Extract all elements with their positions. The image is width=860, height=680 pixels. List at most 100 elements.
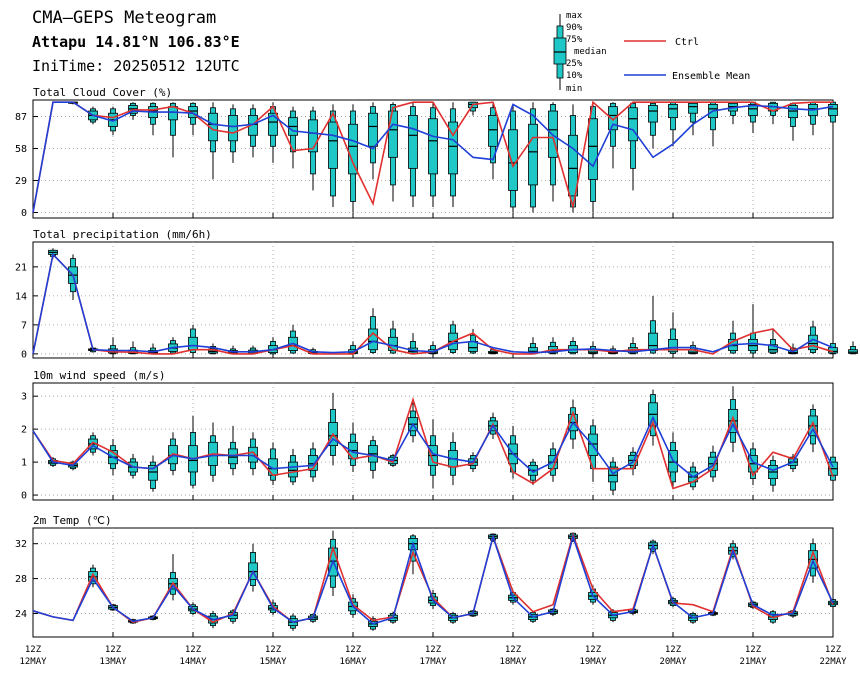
x-tick-label-hour: 12Z: [25, 645, 42, 655]
x-tick-label-hour: 12Z: [425, 645, 442, 655]
box-p25-p75: [368, 112, 378, 147]
ensemble-mean-series-line: [32, 101, 834, 213]
x-tick-label-hour: 12Z: [825, 645, 842, 655]
ctrl-series-line: [32, 100, 833, 213]
meteogram-title: CMA—GEPS Meteogram: [32, 8, 217, 28]
legend-box-label: max: [566, 11, 583, 21]
ensemble-mean-series-line: [32, 415, 834, 478]
init-time-label: IniTime: 20250512 12UTC: [32, 57, 240, 75]
box-p25-p75: [348, 123, 358, 175]
legend-box-label: median: [574, 47, 607, 57]
legend-box-label: 25%: [566, 59, 583, 69]
box-p25-p75: [388, 336, 398, 351]
box-p25-p75: [628, 107, 638, 142]
box-p25-p75: [168, 106, 178, 121]
y-tick-label: 0: [21, 491, 27, 502]
x-tick-label-date: 18MAY: [499, 657, 527, 667]
y-tick-label: 21: [15, 262, 27, 273]
ensemble-mean-series-line: [32, 252, 834, 355]
legend-ctrl-label: Ctrl: [675, 37, 699, 48]
y-tick-label: 58: [15, 144, 27, 155]
ctrl-series-line: [32, 532, 834, 624]
y-tick-label: 7: [21, 320, 27, 331]
y-tick-label: 0: [21, 349, 27, 360]
location-label: Attapu 14.81°N 106.83°E: [32, 33, 240, 51]
x-tick-label-date: 20MAY: [659, 657, 687, 667]
legend-box-label: 10%: [566, 71, 583, 81]
box-p25-p75: [688, 102, 698, 114]
x-tick-label-date: 16MAY: [339, 657, 367, 667]
box-p25-p75: [768, 344, 778, 353]
box-p25-p75: [568, 134, 578, 197]
box-p25-p75: [448, 121, 458, 175]
x-tick-label-hour: 12Z: [745, 645, 762, 655]
box-p25-p75: [268, 112, 278, 136]
panel-title: 2m Temp (℃): [33, 514, 112, 527]
legend-mean-label: Ensemble Mean: [672, 71, 750, 82]
box-p25-p75: [328, 121, 338, 169]
x-tick-label-hour: 12Z: [665, 645, 682, 655]
box-p25-p75: [368, 328, 378, 351]
box-p25-p75: [408, 115, 418, 169]
legend-box-p25-p75: [553, 37, 567, 65]
x-tick-label-hour: 12Z: [345, 645, 362, 655]
box-p25-p75: [308, 119, 318, 153]
box-p25-p75: [308, 455, 318, 471]
box-p25-p75: [188, 336, 198, 351]
x-tick-label-date: 17MAY: [419, 657, 447, 667]
x-tick-label-hour: 12Z: [105, 645, 122, 655]
y-tick-label: 0: [21, 208, 27, 219]
x-tick-label-hour: 12Z: [505, 645, 522, 655]
y-tick-label: 2: [21, 425, 27, 436]
y-tick-label: 3: [21, 392, 27, 403]
box-p25-p75: [508, 129, 518, 191]
box-p25-p75: [288, 461, 298, 478]
box-p25-p75: [648, 332, 658, 351]
y-tick-label: 32: [15, 539, 27, 550]
box-p25-p75: [828, 104, 838, 116]
y-tick-label: 87: [15, 112, 27, 123]
ctrl-series-line: [32, 396, 834, 490]
box-p25-p75: [228, 115, 238, 142]
box-p25-p75: [848, 349, 858, 354]
x-tick-label-date: 14MAY: [179, 657, 207, 667]
y-tick-label: 1: [21, 458, 27, 469]
box-p25-p75: [608, 106, 618, 131]
panel-title: Total Cloud Cover (%): [33, 86, 172, 99]
x-tick-label-date: 21MAY: [739, 657, 767, 667]
panel-title: Total precipitation (mm/6h): [33, 228, 212, 241]
ensemble-mean-series-line: [32, 533, 834, 625]
box-p25-p75: [528, 123, 538, 186]
box-p25-p75: [488, 115, 498, 147]
box-p25-p75: [668, 104, 678, 119]
box-p25-p75: [228, 448, 238, 465]
y-tick-label: 28: [15, 574, 27, 585]
box-p25-p75: [428, 118, 438, 175]
box-p25-p75: [648, 105, 658, 123]
y-tick-label: 29: [15, 176, 27, 187]
y-tick-label: 24: [15, 609, 27, 620]
box-p25-p75: [668, 338, 678, 353]
panel-title: 10m wind speed (m/s): [33, 369, 165, 382]
x-tick-label-date: 15MAY: [259, 657, 287, 667]
y-tick-label: 14: [15, 291, 27, 302]
box-p25-p75: [748, 104, 758, 116]
box-p25-p75: [588, 118, 598, 180]
x-tick-label-date: 22MAY: [819, 657, 847, 667]
x-tick-label-date: 13MAY: [99, 657, 127, 667]
box-p25-p75: [248, 446, 258, 463]
x-tick-label-hour: 12Z: [185, 645, 202, 655]
legend-box-label: min: [566, 84, 582, 94]
legend-box-label: 90%: [566, 23, 583, 33]
x-tick-label-hour: 12Z: [265, 645, 282, 655]
panel-frame: [32, 241, 834, 359]
box-p25-p75: [808, 334, 818, 351]
x-tick-label-date: 12MAY: [19, 657, 47, 667]
box-p25-p75: [388, 110, 398, 158]
box-p25-p75: [748, 338, 758, 351]
x-tick-label-date: 19MAY: [579, 657, 607, 667]
box-p25-p75: [148, 464, 158, 481]
legend-box-label: 75%: [566, 35, 583, 45]
